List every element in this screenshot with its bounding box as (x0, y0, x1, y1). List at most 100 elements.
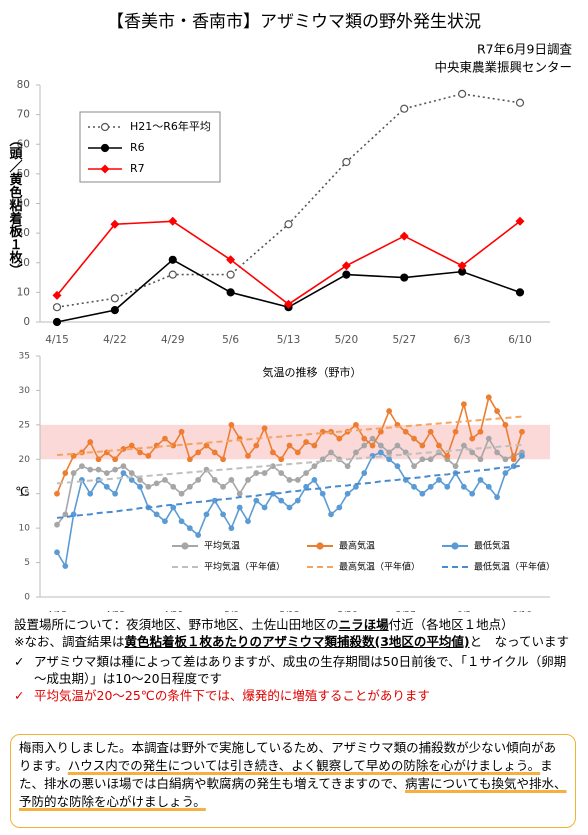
y-tick-label: 10 (17, 286, 30, 298)
point (319, 456, 326, 463)
point (399, 231, 409, 241)
note-emphasis: ニラほ場 (338, 617, 389, 632)
point (54, 521, 60, 528)
point (485, 483, 492, 490)
target-band (40, 424, 550, 460)
legend-label: 最低気温 (474, 540, 510, 552)
y-axis-label: （頭／黄色粘着板１枚） (7, 134, 24, 277)
point (253, 442, 260, 449)
note-text: アザミウマ類は種によって差はありますが、成虫の生存期間は50日前後で、「１サイク… (34, 654, 567, 686)
point (284, 299, 293, 309)
point (228, 477, 235, 483)
point (253, 497, 260, 504)
x-tick-label: 5/27 (396, 611, 416, 613)
y-tick-label: 25 (19, 420, 30, 430)
unit-label: ℃ (15, 485, 28, 499)
point (228, 421, 235, 428)
point (128, 470, 135, 476)
point (353, 449, 359, 456)
point (336, 435, 343, 442)
point (386, 408, 393, 414)
point (211, 477, 218, 483)
point (460, 483, 467, 490)
y-tick-label: 10 (19, 524, 31, 534)
point (62, 563, 69, 569)
point (120, 470, 127, 476)
x-tick-label: 6/3 (457, 611, 471, 613)
point (52, 303, 62, 312)
point (253, 470, 260, 476)
point (87, 439, 94, 445)
point (178, 428, 185, 435)
point (110, 306, 119, 315)
check-icon: ✓ (14, 688, 25, 703)
point (168, 270, 177, 279)
point (344, 490, 351, 497)
point (515, 216, 525, 226)
point (303, 483, 310, 490)
note-emphasis: 黄色粘着板１枚あたりのアザミウマ類捕殺数(3地区の平均値) (124, 634, 470, 649)
point (361, 435, 368, 442)
point (278, 470, 285, 476)
legend-label: 最高気温 (339, 540, 375, 552)
point (286, 477, 293, 483)
point (284, 220, 293, 229)
point (168, 216, 178, 226)
point (245, 452, 251, 459)
point (54, 549, 60, 556)
check-icon: ✓ (14, 654, 25, 669)
advice-text: 梅雨入りしました。本調査は野外で実施しているため、アザミウマ類の捕殺数が少ない傾… (19, 740, 557, 773)
y-tick-label: 5 (24, 558, 30, 568)
point (95, 456, 102, 463)
point (103, 470, 110, 476)
point (226, 288, 235, 297)
point (419, 490, 426, 497)
point (186, 483, 193, 490)
point (369, 442, 376, 449)
point (402, 428, 409, 435)
point (451, 542, 459, 550)
point (269, 449, 276, 456)
point (62, 511, 69, 518)
organization: 中央東農業振興センター (434, 60, 572, 75)
point (477, 428, 484, 435)
point (485, 435, 492, 442)
point (477, 477, 484, 483)
point (502, 456, 509, 463)
note-result: ※なお、調査結果は黄色粘着板１枚あたりのアザミウマ類捕殺数(3地区の平均値)と … (14, 633, 578, 650)
point (342, 157, 351, 167)
legend-label: 平均気温 (204, 540, 240, 552)
point (145, 483, 152, 490)
charts: 【香美市・香南市】アザミウマ類の野外発生状況 R7年6月9日調査 中央東農業振興… (7, 12, 573, 621)
point (95, 466, 102, 473)
point (515, 288, 525, 297)
point (79, 463, 85, 470)
x-tick-label: 5/6 (222, 334, 239, 346)
point (515, 98, 525, 107)
x-tick-label: 4/22 (103, 334, 127, 346)
x-tick-label: 5/20 (338, 611, 358, 613)
point (311, 463, 318, 470)
point (128, 442, 135, 449)
advice-text: また、排水の悪いほ場では白絹病や軟腐病の発生も増えてきますので、 (19, 758, 553, 791)
point (411, 483, 417, 490)
point (444, 483, 451, 490)
point (386, 456, 393, 463)
x-tick-label: 5/20 (335, 334, 359, 346)
point (195, 532, 202, 538)
note-warning: ✓ 平均気温が20～25℃の条件下では、爆発的に増殖することがあります (14, 687, 578, 704)
point (103, 483, 110, 490)
series-line (56, 443, 523, 485)
point (52, 317, 62, 327)
legend-label: 最低気温（平年値） (474, 561, 555, 573)
legend-label: 最高気温（平年値） (339, 561, 420, 573)
y-tick-label: 35 (19, 352, 30, 362)
y-tick-label: 0 (24, 593, 30, 603)
point (460, 401, 467, 408)
point (100, 122, 110, 132)
point (377, 428, 384, 435)
point (137, 483, 143, 490)
point (168, 255, 177, 264)
point (178, 490, 185, 497)
y-tick-label: 0 (23, 316, 30, 328)
